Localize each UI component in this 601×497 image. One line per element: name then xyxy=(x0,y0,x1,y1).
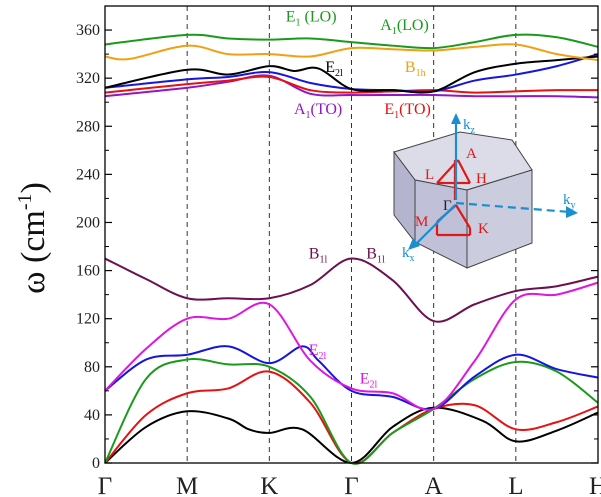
mode-label: E2l xyxy=(309,342,327,362)
k-axis-label: ky xyxy=(563,192,576,211)
y-axis-title: ω (cm-1) xyxy=(14,182,52,294)
kx-axis xyxy=(415,204,456,245)
y-tick-label: 120 xyxy=(76,311,100,328)
bz-point-label: H xyxy=(476,171,487,187)
bz-point-label: K xyxy=(478,221,489,237)
bz-point-label: Γ xyxy=(443,198,452,214)
x-tick-label: A xyxy=(425,473,443,497)
mode-label: A1(LO) xyxy=(380,17,429,37)
y-tick-label: 160 xyxy=(76,263,100,280)
series-line-3 xyxy=(104,345,599,411)
mode-label: E1(TO) xyxy=(384,101,430,121)
y-tick-label: 280 xyxy=(76,118,100,135)
mode-label: A1(TO) xyxy=(294,101,342,121)
y-tick-label: 40 xyxy=(84,407,100,424)
ky-arrowhead-icon xyxy=(566,206,578,218)
bz-path-segment xyxy=(455,204,471,229)
mode-label: B1l xyxy=(366,246,385,266)
kx-arrowhead-icon xyxy=(408,238,420,250)
series-line-9 xyxy=(104,55,599,94)
y-tick-label: 240 xyxy=(76,166,100,183)
mode-label: B1h xyxy=(405,59,426,79)
bz-right-face xyxy=(466,169,533,269)
y-tick-label: 360 xyxy=(76,22,100,39)
series-line-4 xyxy=(104,281,599,411)
series-line-0 xyxy=(104,406,599,465)
x-tick-label: K xyxy=(260,473,278,497)
x-tick-label: H xyxy=(589,473,601,497)
bz-point-label: L xyxy=(425,167,434,183)
mode-label: B1l xyxy=(309,246,328,266)
series-line-10 xyxy=(104,43,599,62)
y-tick-label: 0 xyxy=(92,455,100,472)
x-tick-label: M xyxy=(176,473,198,497)
x-tick-label: L xyxy=(508,473,523,497)
y-tick-label: 200 xyxy=(76,214,100,231)
series-line-5 xyxy=(104,257,599,323)
bz-point-label: A xyxy=(466,146,477,162)
series-line-7 xyxy=(104,75,599,94)
k-axis-label: kx xyxy=(402,245,415,264)
y-tick-label: 80 xyxy=(84,359,100,376)
series-line-11 xyxy=(104,33,599,50)
series-line-6 xyxy=(104,74,599,99)
brillouin-zone-inset: A L H ΓM Kkz ky kx xyxy=(393,113,578,269)
k-axis-label: kz xyxy=(463,117,476,136)
mode-label: E2l xyxy=(360,371,378,391)
x-tick-label: Γ xyxy=(344,473,358,497)
ky-axis xyxy=(455,201,571,214)
bz-point-label: M xyxy=(415,214,428,230)
kz-arrowhead-icon xyxy=(451,113,461,124)
mode-label: E1 (LO) xyxy=(286,9,337,29)
mode-label: E2l xyxy=(325,59,343,79)
bz-path-segment xyxy=(457,159,471,184)
x-tick-label: Γ xyxy=(98,473,112,497)
y-tick-label: 320 xyxy=(76,70,100,87)
series-line-2 xyxy=(104,358,599,465)
mode-annotations: E1 (LO) A1(LO) E2l B1h A1(TO) E1(TO) B1l B1l E2l… xyxy=(286,9,431,391)
plot-frame xyxy=(104,5,599,464)
